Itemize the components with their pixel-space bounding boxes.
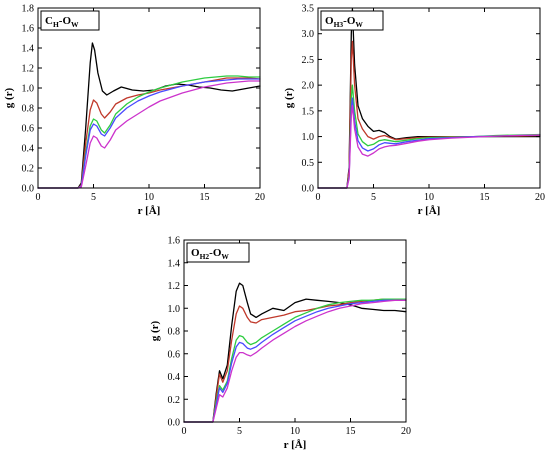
y-tick-label: 1.4 [168, 258, 181, 269]
x-axis-title: r [Å] [284, 439, 307, 451]
x-tick-label: 0 [36, 192, 41, 203]
y-tick-label: 0.4 [168, 372, 181, 383]
y-tick-label: 1.5 [302, 106, 315, 117]
y-tick-label: 1.0 [168, 304, 181, 315]
x-tick-label: 0 [316, 192, 321, 203]
y-tick-label: 0.0 [22, 184, 35, 195]
panel-label-box [40, 10, 100, 31]
x-tick-label: 15 [346, 426, 356, 437]
y-tick-label: 1.0 [22, 84, 35, 95]
rdf-panel-2: 0 5 10 15 20 0.0 0.5 1.0 1.5 2.0 2.5 3.0 3.5 r [Å] g (… [283, 4, 545, 218]
series-line-1 [37, 42, 261, 189]
x-tick-label: 5 [237, 426, 242, 437]
panel-label: OH3-OW [325, 15, 363, 29]
x-axis-title: r [Å] [138, 205, 161, 217]
y-tick-label: 0.0 [168, 418, 181, 429]
x-tick-label: 5 [371, 192, 376, 203]
x-tick-label: 10 [424, 192, 434, 203]
y-tick-label: 1.0 [302, 132, 315, 143]
series-line-4 [37, 78, 261, 189]
x-tick-label: 15 [480, 192, 490, 203]
y-tick-label: 0.2 [22, 164, 35, 175]
x-tick-label: 0 [182, 426, 187, 437]
panel-label: OH2-OW [191, 247, 229, 261]
series-line-5 [317, 105, 541, 189]
y-axis-title: g (r) [149, 320, 161, 341]
x-axis-title: r [Å] [418, 205, 441, 217]
y-tick-label: 3.5 [302, 4, 315, 15]
panel-label: CH-OW [45, 15, 79, 29]
y-tick-label: 0.6 [22, 124, 35, 135]
y-axis-title: g (r) [3, 87, 15, 108]
rdf-panel-1: 0 5 10 15 20 0.0 0.2 0.4 0.6 0.8 1.0 1.2 1.4 1.6 1.8 r … [3, 4, 265, 218]
y-tick-label: 0.5 [302, 158, 315, 169]
x-tick-label: 5 [91, 192, 96, 203]
series-line-2 [183, 298, 407, 423]
rdf-panel-3: 0 5 10 15 20 0.0 0.2 0.4 0.6 0.8 1.0 1.2 1.4 1.6 r [Å]… [149, 236, 411, 452]
y-tick-label: 0.8 [22, 104, 35, 115]
series-line-3 [37, 75, 261, 189]
series-line-4 [183, 299, 407, 423]
y-tick-label: 1.4 [22, 44, 35, 55]
y-tick-label: 1.2 [168, 281, 181, 292]
y-tick-label: 3.0 [302, 29, 315, 40]
y-tick-label: 1.8 [22, 4, 35, 15]
x-tick-label: 20 [401, 426, 411, 437]
y-tick-label: 0.0 [302, 184, 315, 195]
x-tick-label: 20 [255, 192, 265, 203]
y-tick-label: 2.0 [302, 81, 315, 92]
x-tick-label: 20 [535, 192, 545, 203]
series-line-5 [37, 80, 261, 189]
y-tick-label: 0.4 [22, 144, 35, 155]
y-tick-label: 1.2 [22, 64, 35, 75]
series-line-5 [183, 299, 407, 423]
panel-label-box [320, 10, 384, 31]
x-tick-label: 15 [200, 192, 210, 203]
series-line-3 [183, 298, 407, 423]
x-tick-label: 10 [144, 192, 154, 203]
y-tick-label: 0.6 [168, 349, 181, 360]
plot-frame [37, 7, 261, 189]
y-axis-title: g (r) [283, 87, 295, 108]
y-tick-label: 2.5 [302, 55, 315, 66]
y-tick-label: 1.6 [168, 236, 181, 247]
series-line-2 [37, 77, 261, 189]
y-tick-label: 1.6 [22, 24, 35, 35]
y-tick-label: 0.2 [168, 395, 181, 406]
panel-label-box [186, 242, 250, 263]
y-tick-label: 0.8 [168, 327, 181, 338]
x-tick-label: 10 [290, 426, 300, 437]
series-line-1 [183, 282, 407, 423]
